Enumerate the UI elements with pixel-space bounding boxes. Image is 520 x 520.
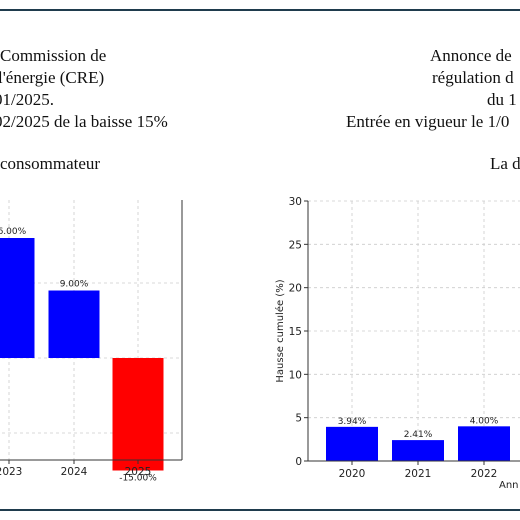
- right-chart-bar-2022: [458, 426, 510, 461]
- top-border: [0, 9, 520, 11]
- right-chart-y-tick-15: 15: [289, 326, 302, 338]
- right-chart-y-tick-0: 0: [295, 456, 302, 468]
- left-chart-subtitle: consommateur: [0, 154, 101, 173]
- left-heading-line-2: l'énergie (CRE): [0, 68, 105, 87]
- right-heading-line-1: Annonce de: [430, 46, 512, 65]
- right-chart-bar-2020: [326, 426, 378, 461]
- right-heading-line-4: Entrée en vigueur le 1/0: [346, 112, 510, 131]
- right-chart-data-label-2022: 4.00%: [470, 416, 499, 426]
- left-chart-bar-2024: [48, 290, 100, 358]
- left-chart-data-label-2023: 16.00%: [0, 227, 27, 237]
- left-chart-bar-2025: [112, 358, 164, 471]
- right-chart-data-label-2020: 3.94%: [338, 417, 367, 427]
- right-chart-y-tick-20: 20: [289, 283, 302, 295]
- right-chart-x-tick-2021: 2021: [405, 468, 432, 480]
- right-chart-bar-2021: [392, 440, 444, 461]
- left-heading-line-3: 01/2025.: [0, 90, 54, 109]
- right-chart-y-axis-label: Hausse cumulée (%): [274, 279, 286, 382]
- right-chart-data-label-2021: 2.41%: [404, 430, 433, 440]
- left-chart-data-label-2024: 9.00%: [60, 280, 89, 290]
- bottom-border: [0, 509, 520, 511]
- left-chart-data-label-2025: -15.00%: [119, 474, 157, 484]
- right-chart-y-tick-5: 5: [295, 413, 302, 425]
- left-chart-bar-2023: [0, 238, 35, 358]
- right-chart-x-axis-label: Ann: [499, 480, 519, 491]
- right-chart-y-tick-10: 10: [289, 369, 302, 381]
- left-chart-x-tick-2025: 2025: [125, 466, 152, 478]
- left-chart-x-tick-2023: 2023: [0, 466, 22, 478]
- right-chart-y-tick-25: 25: [289, 239, 302, 251]
- right-chart-y-tick-30: 30: [289, 196, 302, 208]
- right-chart-x-tick-2020: 2020: [339, 468, 366, 480]
- left-chart-x-tick-2024: 2024: [61, 466, 88, 478]
- right-chart-x-tick-2022: 2022: [471, 468, 498, 480]
- right-chart-subtitle: La d: [490, 154, 520, 173]
- left-heading-line-4: 02/2025 de la baisse 15%: [0, 112, 168, 131]
- left-heading-line-1: Commission de: [0, 46, 107, 65]
- right-heading-line-3: du 1: [487, 90, 517, 109]
- right-heading-line-2: régulation d: [432, 68, 514, 87]
